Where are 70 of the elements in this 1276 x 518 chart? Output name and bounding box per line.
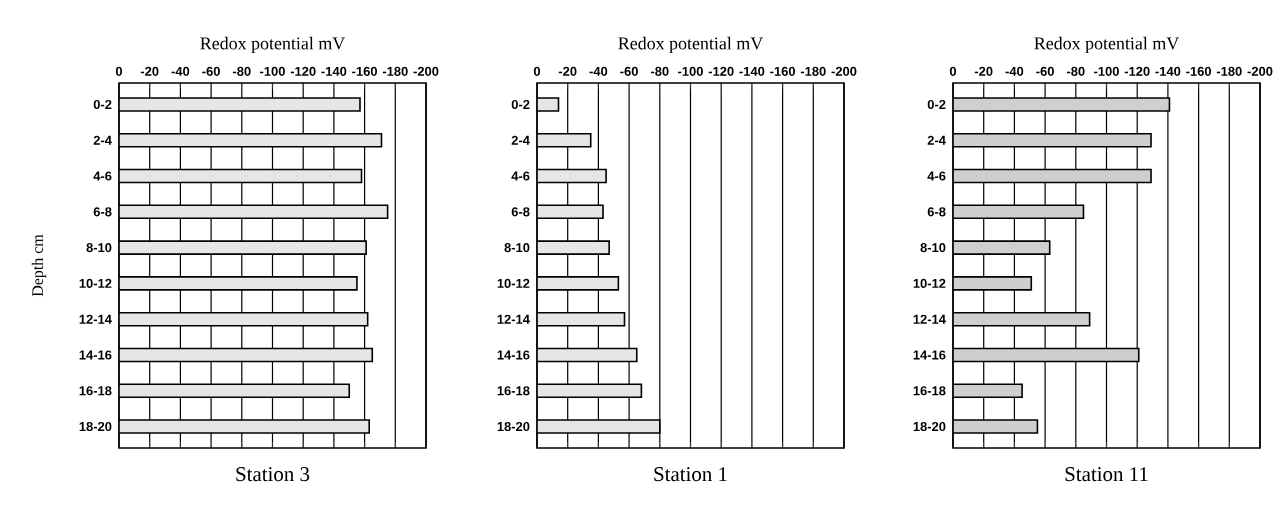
x-tick-label: -100 bbox=[678, 66, 703, 76]
y-tick-label: 14-16 bbox=[497, 350, 530, 360]
y-tick-label: 2-4 bbox=[93, 135, 112, 145]
y-tick-label: 4-6 bbox=[927, 171, 946, 181]
x-tick-label: -180 bbox=[382, 66, 408, 76]
x-tick-label: -140 bbox=[321, 66, 347, 76]
y-tick-label: 2-4 bbox=[927, 135, 946, 145]
x-tick-label: -160 bbox=[770, 66, 796, 76]
y-tick-label: 16-18 bbox=[79, 386, 112, 396]
x-tick-label: -120 bbox=[708, 66, 734, 76]
x-tick-label: -160 bbox=[352, 66, 378, 76]
y-tick-label: 18-20 bbox=[913, 421, 946, 432]
x-tick-label: 0 bbox=[115, 66, 123, 76]
text: Station 3 bbox=[236, 467, 310, 482]
y-tick-label: 18-20 bbox=[497, 421, 530, 432]
y-tick-label: 14-16 bbox=[913, 350, 946, 360]
y-tick-label: 8-10 bbox=[504, 243, 530, 253]
text: Station 11 bbox=[1065, 467, 1148, 482]
x-axis-title: Redox potential mV bbox=[618, 36, 764, 54]
y-tick-label: 6-8 bbox=[927, 207, 946, 217]
x-tick-label: -120 bbox=[1124, 66, 1150, 76]
y-tick-label: 12-14 bbox=[497, 314, 530, 324]
x-tick-label: -100 bbox=[260, 66, 285, 76]
x-tick-label: -200 bbox=[1247, 66, 1273, 76]
x-tick-label: -200 bbox=[831, 66, 857, 76]
x-tick-label: -60 bbox=[202, 66, 220, 76]
y-tick-label: 4-6 bbox=[511, 171, 530, 181]
x-tick-label: -60 bbox=[620, 66, 638, 76]
x-tick-label: -40 bbox=[1005, 66, 1024, 76]
y-tick-label: 6-8 bbox=[511, 207, 530, 217]
x-tick-label: -140 bbox=[1155, 66, 1181, 76]
x-tick-label: -40 bbox=[171, 66, 190, 76]
y-tick-label: 12-14 bbox=[913, 314, 946, 324]
y-tick-label: 6-8 bbox=[93, 207, 112, 217]
y-tick-label: 10-12 bbox=[79, 278, 112, 288]
x-axis-title: Redox potential mV bbox=[200, 36, 346, 54]
x-tick-label: 0 bbox=[533, 66, 541, 76]
y-tick-label: 4-6 bbox=[93, 171, 112, 181]
x-tick-label: -60 bbox=[1036, 66, 1054, 76]
y-tick-label: 16-18 bbox=[497, 386, 530, 396]
x-tick-label: -40 bbox=[589, 66, 608, 76]
text: Station 1 bbox=[654, 467, 727, 482]
x-tick-label: -20 bbox=[140, 66, 159, 76]
y-tick-label: 8-10 bbox=[920, 243, 946, 253]
x-tick-label: -120 bbox=[290, 66, 316, 76]
x-tick-label: -20 bbox=[558, 66, 577, 76]
y-tick-label: 12-14 bbox=[79, 314, 112, 324]
x-tick-label: -100 bbox=[1094, 66, 1119, 76]
y-tick-label: 2-4 bbox=[511, 135, 530, 145]
x-tick-label: -180 bbox=[800, 66, 826, 76]
x-tick-label: -80 bbox=[232, 66, 251, 76]
y-tick-label: 0-2 bbox=[93, 99, 112, 110]
x-tick-label: -180 bbox=[1216, 66, 1242, 76]
x-tick-label: -160 bbox=[1186, 66, 1212, 76]
x-axis-title: Redox potential mV bbox=[1034, 36, 1180, 54]
x-tick-label: -140 bbox=[739, 66, 765, 76]
x-tick-label: -20 bbox=[974, 66, 993, 76]
y-axis-title: Depth cm bbox=[31, 234, 47, 297]
y-tick-label: 10-12 bbox=[913, 278, 946, 288]
y-tick-label: 10-12 bbox=[497, 278, 530, 288]
y-tick-label: 16-18 bbox=[913, 386, 946, 396]
y-tick-label: 8-10 bbox=[86, 243, 112, 253]
y-tick-label: 0-2 bbox=[511, 99, 530, 110]
x-tick-label: -200 bbox=[413, 66, 439, 76]
y-tick-label: 18-20 bbox=[79, 421, 112, 432]
x-tick-label: -80 bbox=[650, 66, 669, 76]
x-tick-label: -80 bbox=[1066, 66, 1085, 76]
y-tick-label: 14-16 bbox=[79, 350, 112, 360]
y-tick-label: 0-2 bbox=[927, 99, 946, 110]
x-tick-label: 0 bbox=[949, 66, 957, 76]
